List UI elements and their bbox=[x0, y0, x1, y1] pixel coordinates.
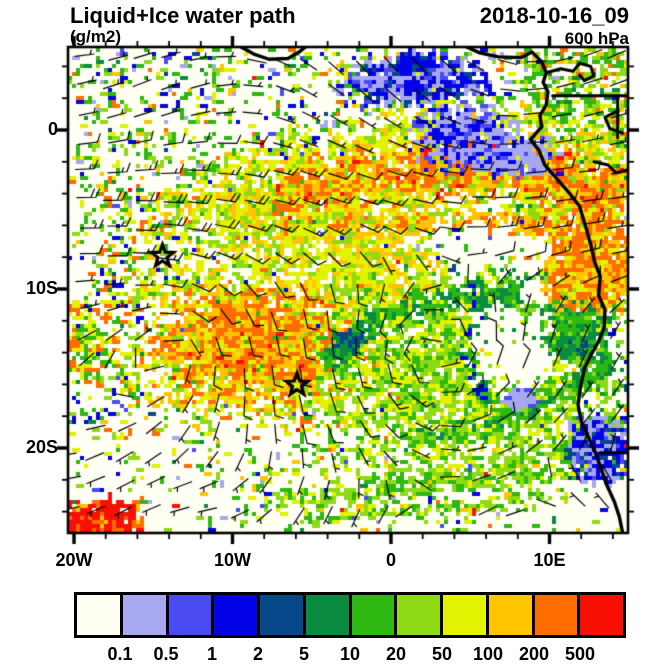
colorbar-label: 500 bbox=[564, 644, 596, 664]
colorbar-cell bbox=[211, 595, 257, 635]
colorbar-label: 1 bbox=[206, 644, 218, 664]
colorbar-cell bbox=[394, 595, 440, 635]
colorbar-label: 2 bbox=[252, 644, 264, 664]
colorbar-label: 0.5 bbox=[153, 644, 179, 664]
colorbar-cell bbox=[440, 595, 486, 635]
colorbar-cell bbox=[577, 595, 623, 635]
x-axis-label: 20W bbox=[55, 550, 93, 570]
x-axis-label: 10W bbox=[213, 550, 252, 570]
colorbar-label: 20 bbox=[385, 644, 407, 664]
colorbar-cell bbox=[77, 595, 120, 635]
x-axis-label: 10E bbox=[533, 550, 566, 570]
y-axis-label: 10S bbox=[25, 278, 58, 298]
y-axis-label: 20S bbox=[25, 437, 58, 457]
colorbar-cell bbox=[348, 595, 395, 635]
colorbar-cell bbox=[302, 595, 349, 635]
pressure-level-label: 600 hPa bbox=[564, 29, 629, 48]
valid-datetime: 2018-10-16_09 bbox=[479, 3, 629, 28]
colorbar-label: 10 bbox=[339, 644, 361, 664]
y-axis-label: 0 bbox=[47, 119, 58, 139]
colorbar-cell bbox=[531, 595, 578, 635]
colorbar-cell bbox=[165, 595, 212, 635]
colorbar bbox=[74, 592, 626, 638]
plot-title: Liquid+Ice water path bbox=[70, 3, 296, 28]
colorbar-label: 0.1 bbox=[107, 644, 133, 664]
colorbar-cell bbox=[257, 595, 303, 635]
colorbar-label: 200 bbox=[518, 644, 550, 664]
colorbar-cell bbox=[485, 595, 532, 635]
map-canvas bbox=[0, 0, 650, 565]
colorbar-cell bbox=[119, 595, 166, 635]
units-label: (g/m2) bbox=[70, 27, 121, 46]
colorbar-label: 50 bbox=[431, 644, 453, 664]
colorbar-label: 5 bbox=[298, 644, 310, 664]
x-axis-label: 0 bbox=[385, 550, 397, 570]
colorbar-label: 100 bbox=[472, 644, 504, 664]
